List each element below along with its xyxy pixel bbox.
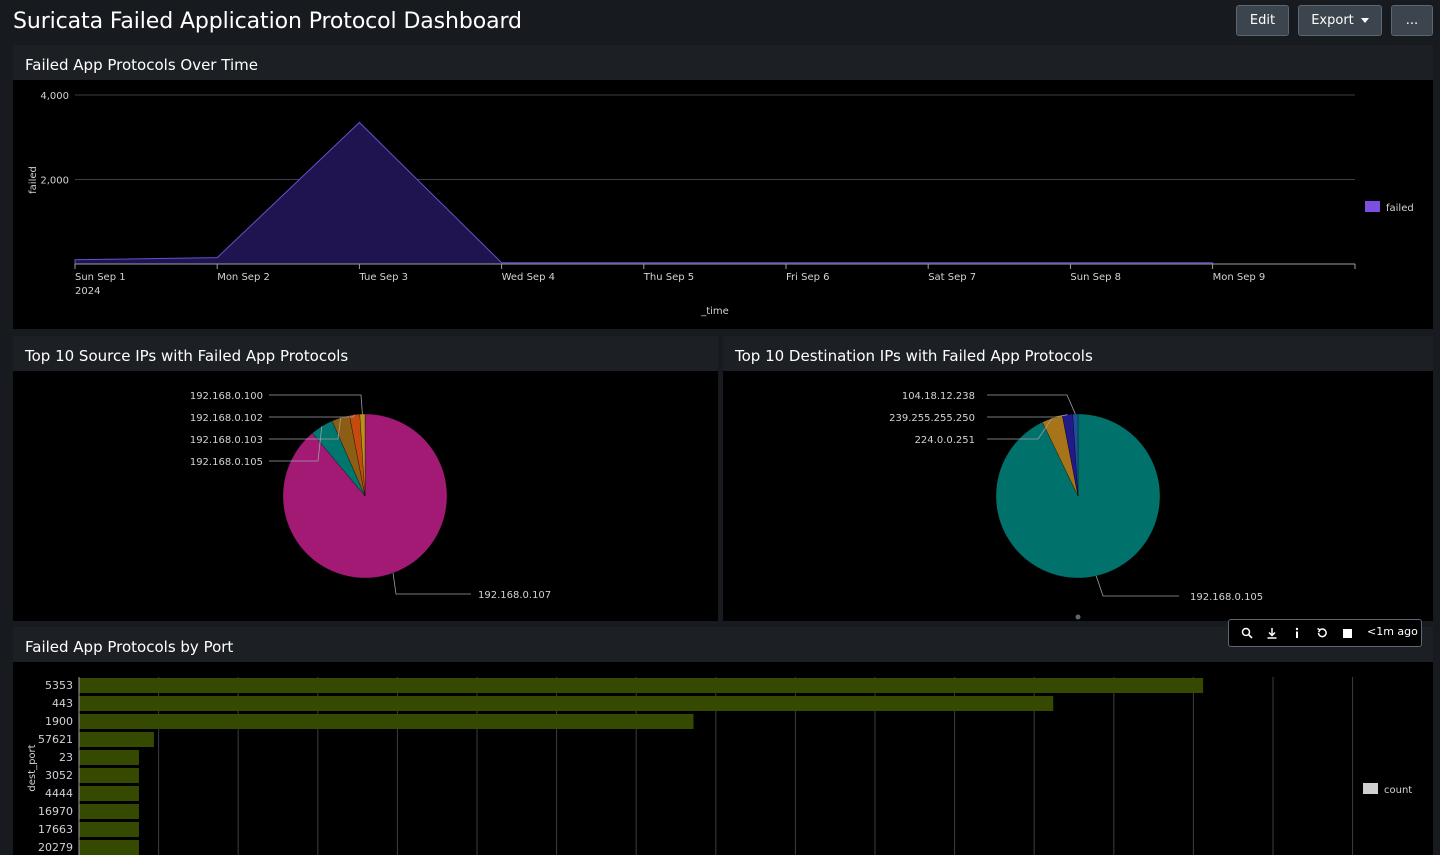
panel-toolbar: <1m ago [1228,619,1422,647]
search-icon[interactable] [1236,623,1258,643]
pie-leader-line [269,417,342,440]
pie-label: 104.18.12.238 [902,391,975,402]
info-icon[interactable] [1286,623,1308,643]
y-axis-title: failed [28,166,39,194]
panel-destination-ips: Top 10 Destination IPs with Failed App P… [723,336,1433,621]
pie-label: 192.168.0.105 [1190,592,1263,603]
y-tick-label: 4444 [45,787,73,800]
pie-leader-line [269,414,355,418]
panel-port-chart: Failed App Protocols by Port 5353 443 1900… [13,627,1433,855]
panel-header: Failed App Protocols by Port [13,627,1433,662]
y-tick-label: 1900 [45,715,73,728]
y-axis-title: dest_port [27,744,38,791]
pie-label: 192.168.0.103 [190,435,263,446]
x-tick-label: Sun Sep 1 [75,272,126,283]
pie-leader-line [987,417,1053,440]
pie-label: 192.168.0.102 [190,413,263,424]
panel-title: Failed App Protocols by Port [25,638,234,656]
y-tick-label: 5353 [45,679,73,692]
y-tick-label: 57621 [38,733,73,746]
bar [79,750,139,765]
scroll-indicator-dot [1075,614,1081,620]
y-tick-label: 443 [52,697,73,710]
panel-header: Failed App Protocols Over Time [13,45,1433,80]
time-chart: 4,000 2,000 Sun Sep 1 2024 Mon Sep 2 Tue Sep … [28,91,1414,317]
legend-label: failed [1386,203,1414,214]
legend-label: count [1384,785,1412,796]
y-tick-label: 4,000 [40,91,69,102]
y-tick-label: 3052 [45,769,73,782]
more-button[interactable]: ... [1391,5,1433,36]
x-tick-label: Mon Sep 2 [217,272,270,283]
pie-leader-line [987,394,1076,415]
edit-button[interactable]: Edit [1236,5,1289,36]
x-tick-label: Mon Sep 9 [1213,272,1266,283]
pie-label: 192.168.0.105 [190,457,263,468]
pie-leader-line [1095,575,1179,597]
pie-leader-line [269,394,363,415]
export-label: Export [1311,13,1354,28]
x-tick-sublabel: 2024 [75,286,100,297]
x-tick-label: Sun Sep 8 [1070,272,1121,283]
x-tick-label: Thu Sep 5 [643,272,694,283]
stop-icon[interactable] [1336,623,1358,643]
export-button[interactable]: Export [1298,5,1382,36]
panel-source-ips: Top 10 Source IPs with Failed App Protoc… [13,336,718,621]
bar [79,678,1204,693]
pie-leader-line [269,426,323,462]
port-bar-chart: 5353 443 1900 57621 23 3052 4444 16970 17663 2027… [27,677,1412,855]
dashboard-title: Suricata Failed Application Protocol Das… [13,9,522,34]
pie-label: 192.168.0.107 [478,590,551,601]
x-tick-label: Wed Sep 4 [502,272,555,283]
x-tick-label: Tue Sep 3 [358,272,408,283]
caret-down-icon [1360,18,1369,23]
bar [79,804,139,819]
legend-swatch [1365,201,1380,212]
legend-swatch [1363,783,1378,794]
series-area-failed [74,121,1214,265]
panel-title: Top 10 Source IPs with Failed App Protoc… [25,347,349,365]
y-tick-label: 16970 [38,805,73,818]
pie-label: 239.255.255.250 [889,413,975,424]
pie-label: 192.168.0.100 [190,391,263,402]
panel-title: Failed App Protocols Over Time [25,56,258,74]
bar [79,714,694,729]
y-tick-label: 17663 [38,823,73,836]
panel-header: Top 10 Source IPs with Failed App Protoc… [13,336,718,371]
bar [79,840,139,855]
bar [79,822,139,837]
x-tick-label: Sat Sep 7 [928,272,976,283]
pie-label: 224.0.0.251 [915,435,975,446]
refresh-icon[interactable] [1311,623,1333,643]
last-refresh-time: <1m ago [1367,625,1418,638]
x-axis-title: _time [700,306,729,317]
destination-pie-chart: 104.18.12.238 239.255.255.250 224.0.0.251 1… [889,391,1263,620]
download-icon[interactable] [1261,623,1283,643]
source-pie-chart: 192.168.0.100 192.168.0.102 192.168.0.103 1… [190,391,551,601]
panel-time-chart: Failed App Protocols Over Time 4,000 2,00… [13,45,1433,329]
pie-leader-line [392,572,471,595]
panel-title: Top 10 Destination IPs with Failed App P… [735,347,1093,365]
y-tick-label: 2,000 [40,176,69,187]
bar [79,768,139,783]
y-tick-label: 23 [59,751,73,764]
bar [79,696,1054,711]
dashboard-header: Suricata Failed Application Protocol Das… [0,0,1440,45]
x-tick-label: Fri Sep 6 [786,272,829,283]
panel-header: Top 10 Destination IPs with Failed App P… [723,336,1433,371]
bar [79,786,139,801]
bar [79,732,154,747]
pie-leader-line [987,414,1068,418]
y-tick-label: 20279 [38,841,73,854]
